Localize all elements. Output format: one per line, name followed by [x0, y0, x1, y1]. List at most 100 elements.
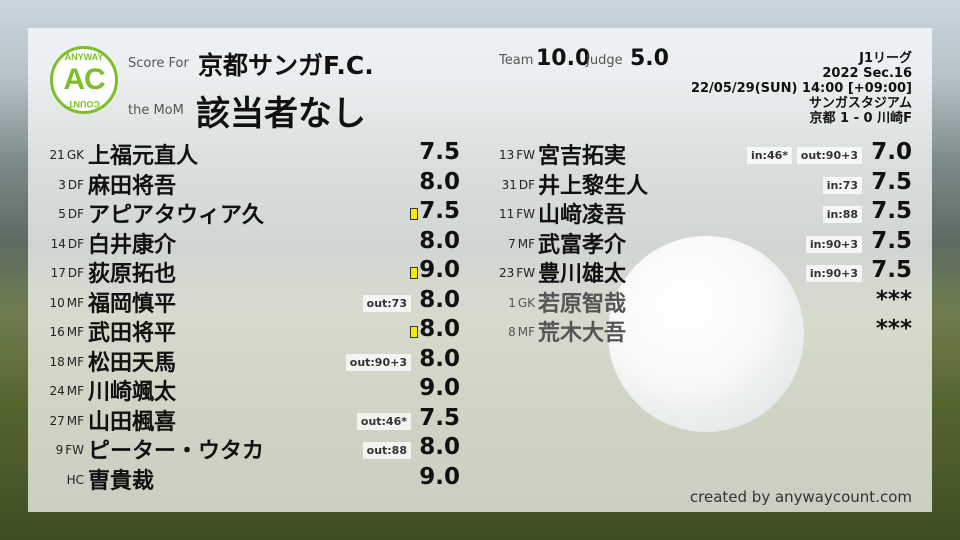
player-position: MF	[517, 325, 535, 339]
player-position: DF	[67, 177, 84, 192]
player-number: 23	[498, 266, 515, 280]
substitution-tag: in:73	[822, 176, 862, 194]
player-number: 18	[49, 354, 65, 369]
player-name: 宮吉拓実	[538, 144, 627, 169]
player-position: MF	[66, 295, 84, 310]
player-number-position: HC	[24, 473, 84, 487]
player-position: DF	[67, 207, 84, 221]
player-name: ピーター・ウタカ	[88, 439, 265, 464]
player-name: アピアタウィア久	[88, 203, 265, 228]
player-number: 14	[50, 236, 66, 251]
player-number: 13	[498, 148, 515, 162]
player-position: MF	[66, 413, 84, 428]
team-name: 京都サンガF.C.	[198, 51, 374, 80]
player-name: 曺貴裁	[88, 468, 155, 494]
player-number-position: 5 DF	[24, 207, 84, 221]
player-position: FW	[65, 443, 84, 457]
substitution-tag: out:88	[362, 442, 411, 459]
player-score: 7.5	[871, 168, 912, 195]
player-name: 福岡慎平	[88, 291, 177, 317]
player-number-position: 11 FW	[475, 207, 535, 221]
player-number-position: 27 MF	[24, 414, 84, 428]
player-name: 井上黎生人	[538, 173, 649, 199]
substitution-tag: in:46*	[746, 147, 792, 164]
player-score: 7.5	[871, 227, 912, 254]
credit-text: created by anywaycount.com	[689, 488, 912, 506]
substitution-tag: out:46*	[356, 412, 411, 430]
player-name: 上福元直人	[88, 144, 199, 169]
player-score: 9.0	[419, 257, 460, 283]
player-number-position: 17 DF	[24, 266, 84, 280]
player-number-position: 16 MF	[24, 325, 84, 339]
player-number: 31	[501, 177, 517, 192]
league: J1リーグ	[859, 51, 912, 66]
mom-name: 該当者なし	[196, 94, 366, 134]
player-number: 1	[508, 295, 516, 310]
judge-score: 5.0	[630, 46, 669, 71]
logo-bottom-text: COUNT	[68, 99, 100, 109]
team-score: 10.0	[536, 46, 591, 71]
player-number-position: 24 MF	[24, 384, 84, 398]
player-position: DF	[67, 266, 84, 280]
substitution-tag: in:90+3	[805, 235, 862, 253]
player-score: 8.0	[419, 168, 460, 195]
substitution-tag: in:90+3	[805, 265, 862, 282]
player-name: 荻原拓也	[88, 262, 177, 287]
player-number: 17	[50, 266, 66, 280]
player-name: 白井康介	[88, 232, 177, 258]
substitution-tag: out:90+3	[345, 353, 411, 371]
player-name: 麻田将吾	[88, 173, 177, 199]
player-number: 11	[498, 207, 515, 221]
player-number-position: 1 GK	[475, 296, 535, 310]
player-score: 9.0	[419, 463, 460, 490]
player-score: 7.5	[419, 139, 460, 165]
yellow-card-icon	[410, 267, 418, 279]
player-name: 武富孝介	[538, 232, 627, 258]
score-panel	[28, 28, 932, 512]
match-info: J1リーグ 2022 Sec.16 22/05/29(SUN) 14:00 [+…	[691, 51, 912, 126]
substitution-tag: in:88	[822, 206, 862, 223]
player-score: 7.5	[419, 198, 460, 224]
player-number-position: 31 DF	[475, 178, 535, 192]
player-score: ***	[875, 286, 912, 313]
player-name: 松田天馬	[88, 350, 177, 376]
player-score: 8.0	[419, 227, 460, 254]
player-score: 7.5	[871, 198, 912, 224]
substitution-tag: out:73	[362, 294, 411, 312]
logo-top-text: ANYWAY	[64, 52, 104, 62]
player-name: 若原智哉	[538, 291, 627, 317]
player-name: 川崎颯太	[88, 380, 177, 405]
player-number-position: 21 GK	[24, 148, 84, 162]
player-number-position: 10 MF	[24, 296, 84, 310]
yellow-card-icon	[410, 326, 418, 338]
player-name: 山田楓喜	[88, 409, 177, 435]
player-name: 豊川雄太	[538, 262, 627, 287]
team-label: Team	[499, 53, 534, 68]
player-name: 荒木大吾	[538, 321, 627, 346]
player-number-position: 23 FW	[475, 266, 535, 280]
player-number-position: 3 DF	[24, 178, 84, 192]
player-position: MF	[66, 354, 84, 369]
player-number-position: 9 FW	[24, 443, 84, 457]
player-number: 3	[58, 177, 66, 192]
player-number-position: 8 MF	[475, 325, 535, 339]
player-position: FW	[516, 266, 535, 280]
player-number-position: 14 DF	[24, 237, 84, 251]
match-result: 京都 1 - 0 川崎F	[809, 111, 912, 126]
player-score: 7.0	[871, 139, 912, 165]
anywaycount-logo: ANYWAY AC COUNT	[50, 46, 118, 114]
player-name: 山﨑凌吾	[538, 203, 627, 228]
section: 2022 Sec.16	[822, 66, 912, 81]
player-position: HC	[66, 472, 84, 487]
score-for-label: Score For	[128, 56, 189, 71]
player-score: 8.0	[419, 434, 460, 460]
player-position: MF	[66, 384, 84, 398]
stadium: サンガスタジアム	[808, 96, 912, 111]
substitution-tag: out:90+3	[796, 147, 862, 164]
yellow-card-icon	[410, 208, 418, 220]
player-number: 7	[508, 236, 516, 251]
player-position: FW	[516, 148, 535, 162]
player-score: ***	[875, 316, 912, 342]
player-score: 8.0	[419, 286, 460, 313]
player-score: 7.5	[871, 257, 912, 283]
